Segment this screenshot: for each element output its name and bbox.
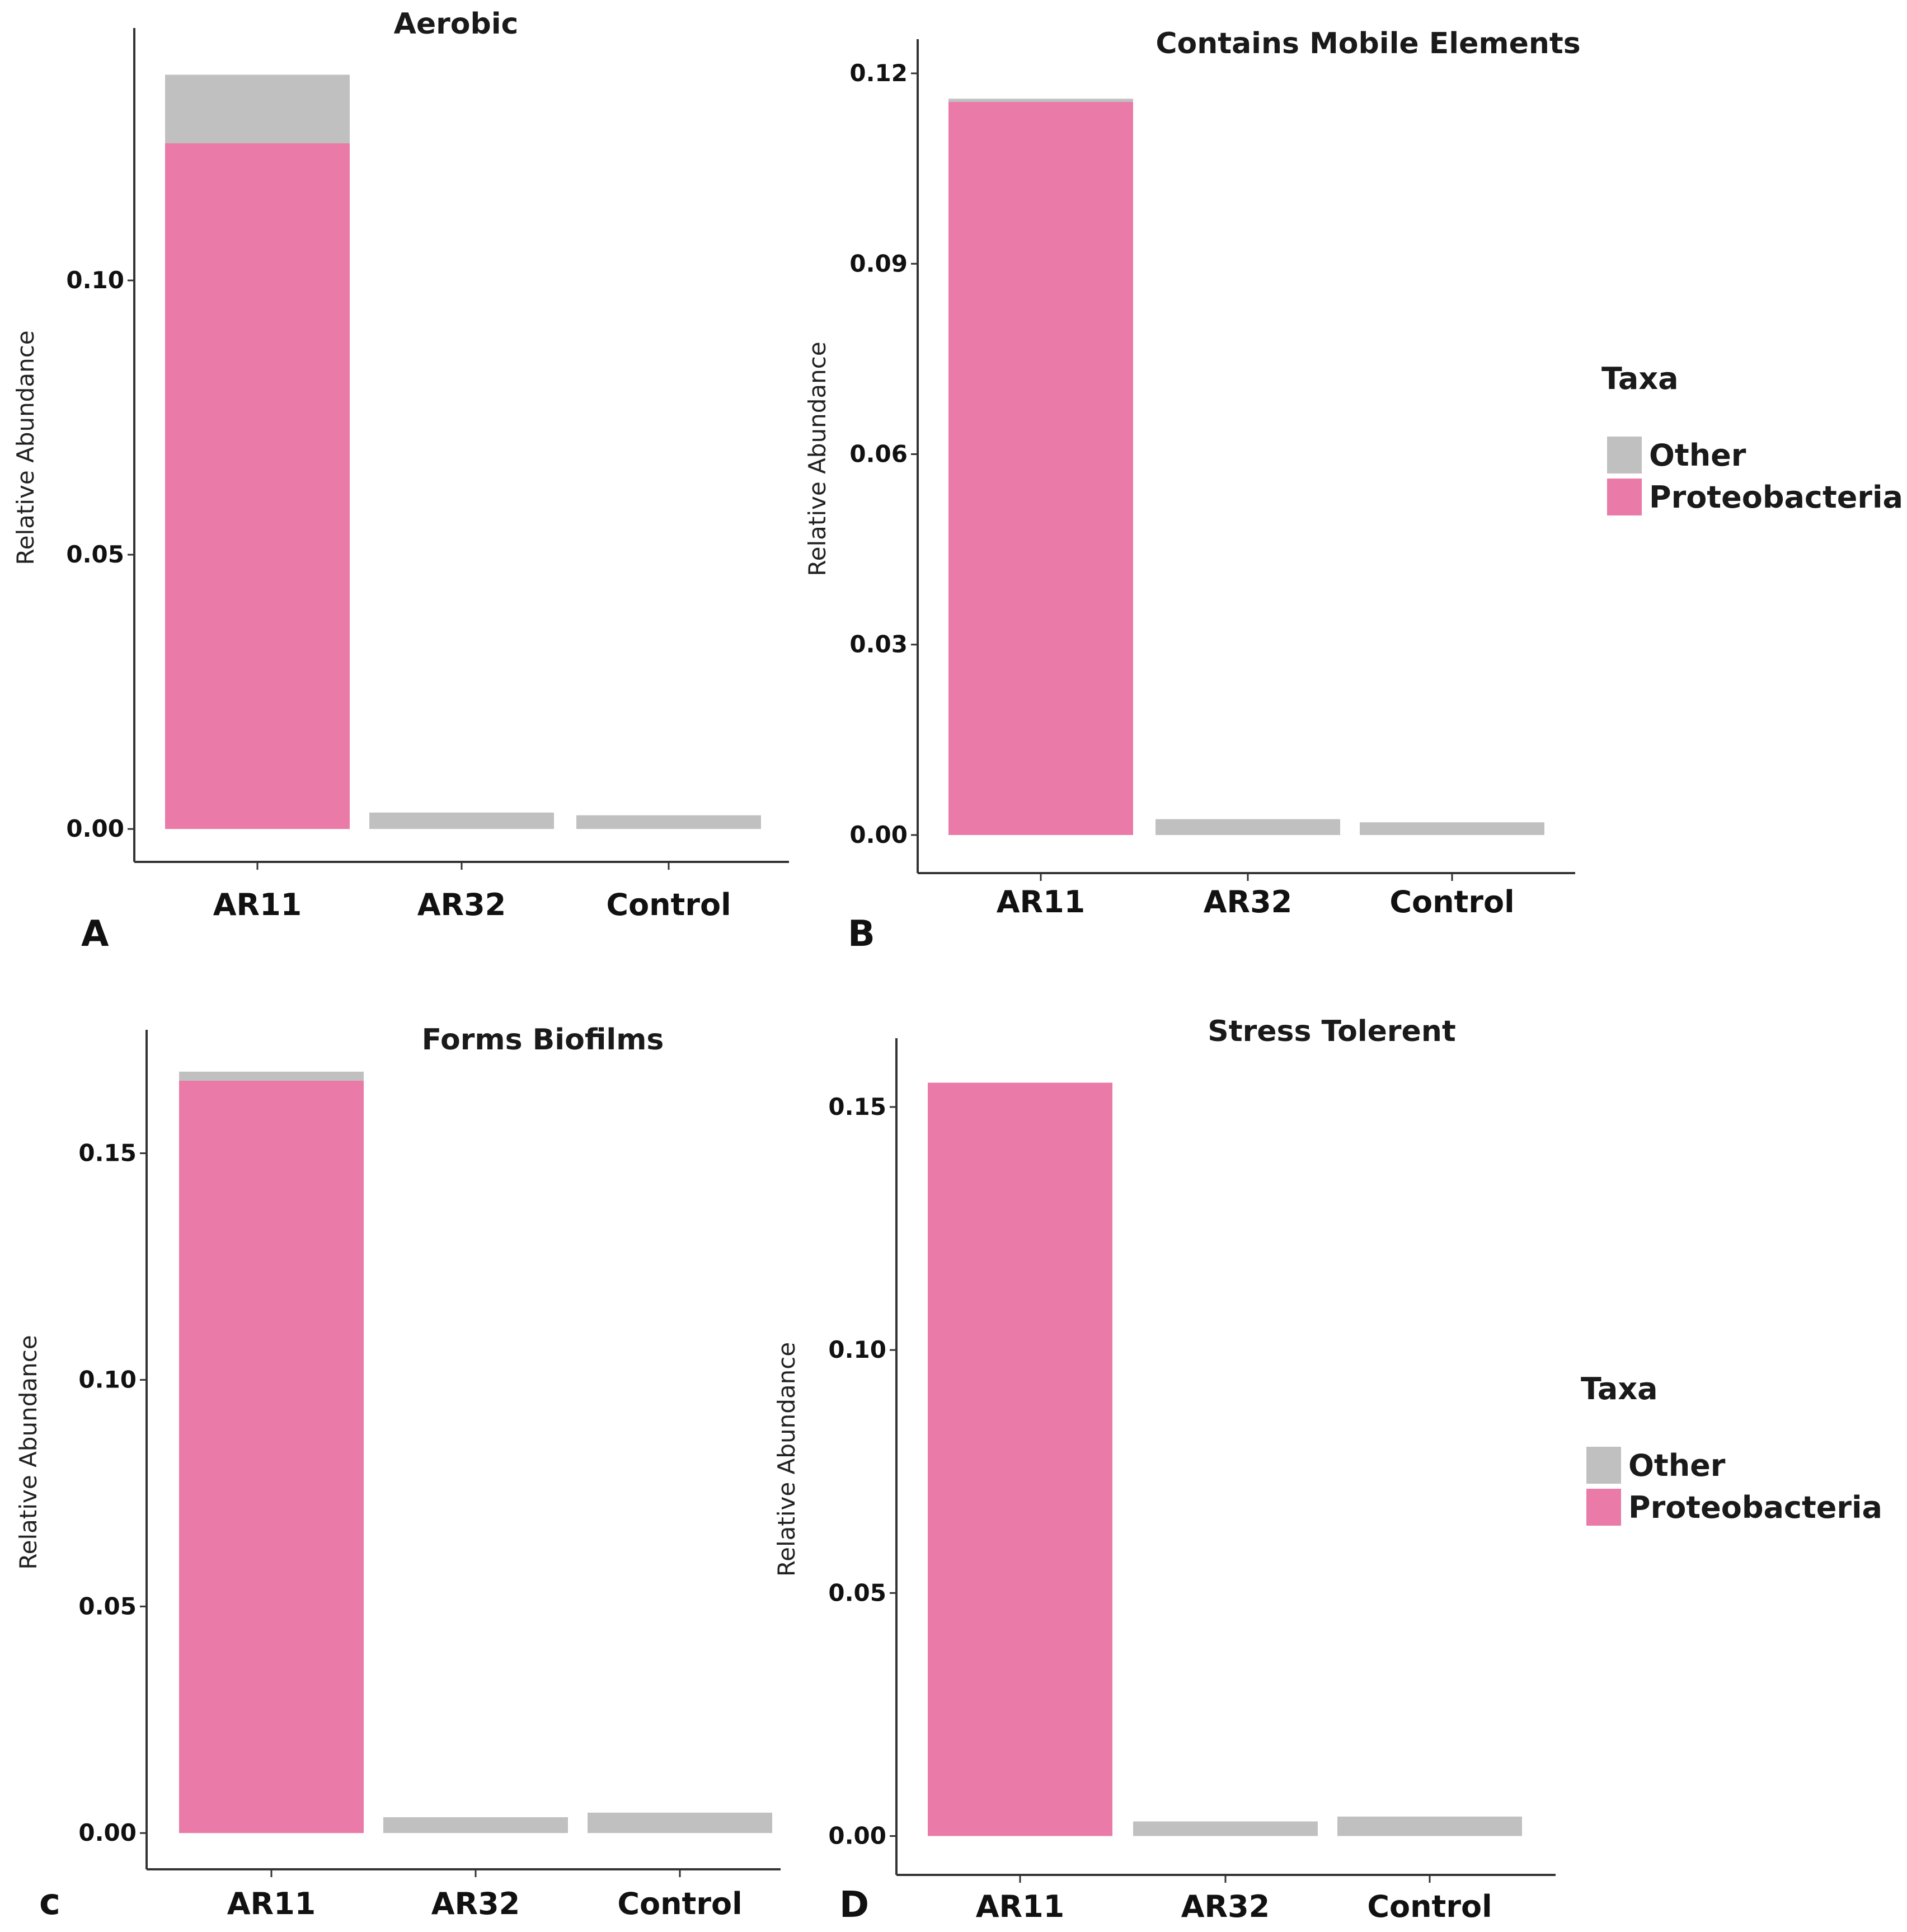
legend-label-proteobacteria: Proteobacteria: [1649, 480, 1903, 515]
legend-swatch-other: [1586, 1447, 1621, 1484]
bar-other-ar11: [179, 1071, 364, 1081]
y-tick-label: 0.15: [78, 1139, 137, 1167]
x-tick-label-ar11: AR11: [997, 884, 1086, 920]
legend-label-other: Other: [1649, 438, 1746, 473]
y-tick-label: 0.06: [849, 440, 908, 467]
chart-title: Aerobic: [394, 7, 519, 41]
x-tick-label-ar32: AR32: [1204, 884, 1293, 920]
y-tick-label: 0.00: [78, 1819, 137, 1846]
y-tick-label: 0.00: [66, 815, 124, 842]
legend-title: Taxa: [1581, 1371, 1658, 1406]
legend-swatch-proteobacteria: [1586, 1489, 1621, 1526]
x-tick-label-control: Control: [606, 887, 731, 922]
y-axis-label: Relative Abundance: [15, 1335, 42, 1569]
y-tick-label: 0.15: [828, 1093, 886, 1120]
y-tick-label: 0.03: [849, 631, 908, 658]
y-tick-label: 0.05: [828, 1579, 886, 1606]
y-axis-label: Relative Abundance: [773, 1342, 800, 1577]
bar-other-ar32: [1133, 1821, 1318, 1836]
x-tick-label-ar32: AR32: [431, 1886, 520, 1921]
x-tick-label-ar32: AR32: [417, 887, 506, 922]
bar-other-control: [588, 1812, 772, 1833]
y-axis-label: Relative Abundance: [12, 330, 39, 565]
chart-title: Contains Mobile Elements: [1156, 27, 1580, 60]
y-tick-label: 0.10: [828, 1336, 886, 1363]
x-tick-label-ar11: AR11: [213, 887, 302, 922]
chart-title: Stress Tolerent: [1208, 1015, 1455, 1048]
y-tick-label: 0.10: [78, 1366, 137, 1393]
chart-title: Forms Biofilms: [422, 1023, 664, 1057]
bar-other-ar32: [383, 1817, 568, 1833]
y-axis-label: Relative Abundance: [804, 341, 831, 576]
panel-label: c: [39, 1882, 60, 1923]
x-tick-label-ar11: AR11: [227, 1886, 316, 1921]
bar-other-ar32: [369, 812, 554, 829]
panel-label: D: [839, 1884, 869, 1926]
x-tick-label-ar32: AR32: [1181, 1889, 1270, 1924]
y-tick-label: 0.00: [828, 1822, 886, 1850]
legend-swatch-other: [1607, 437, 1642, 473]
x-tick-label-control: Control: [1367, 1889, 1492, 1924]
y-tick-label: 0.12: [849, 59, 908, 87]
legend-swatch-proteobacteria: [1607, 479, 1642, 515]
y-tick-label: 0.09: [849, 250, 908, 277]
panel-label: B: [848, 913, 875, 955]
bar-proteobacteria-ar11: [179, 1080, 364, 1833]
legend-label-proteobacteria: Proteobacteria: [1628, 1490, 1882, 1525]
bar-proteobacteria-ar11: [165, 143, 350, 829]
bar-other-ar11: [165, 74, 350, 144]
legend-title: Taxa: [1601, 361, 1679, 396]
bar-proteobacteria-ar11: [948, 102, 1133, 835]
y-tick-label: 0.00: [849, 821, 908, 848]
bar-other-ar11: [948, 99, 1133, 102]
x-tick-label-ar11: AR11: [976, 1889, 1065, 1924]
legend-label-other: Other: [1628, 1448, 1726, 1483]
x-tick-label-control: Control: [617, 1886, 742, 1921]
y-tick-label: 0.05: [78, 1592, 137, 1620]
y-tick-label: 0.05: [66, 541, 124, 568]
x-tick-label-control: Control: [1389, 884, 1514, 920]
bar-other-control: [576, 815, 761, 829]
bar-proteobacteria-ar11: [928, 1082, 1112, 1836]
bar-other-control: [1360, 822, 1544, 835]
bar-other-ar32: [1156, 819, 1340, 835]
panel-label: A: [81, 913, 109, 955]
bar-other-control: [1337, 1816, 1522, 1836]
y-tick-label: 0.10: [66, 266, 124, 294]
